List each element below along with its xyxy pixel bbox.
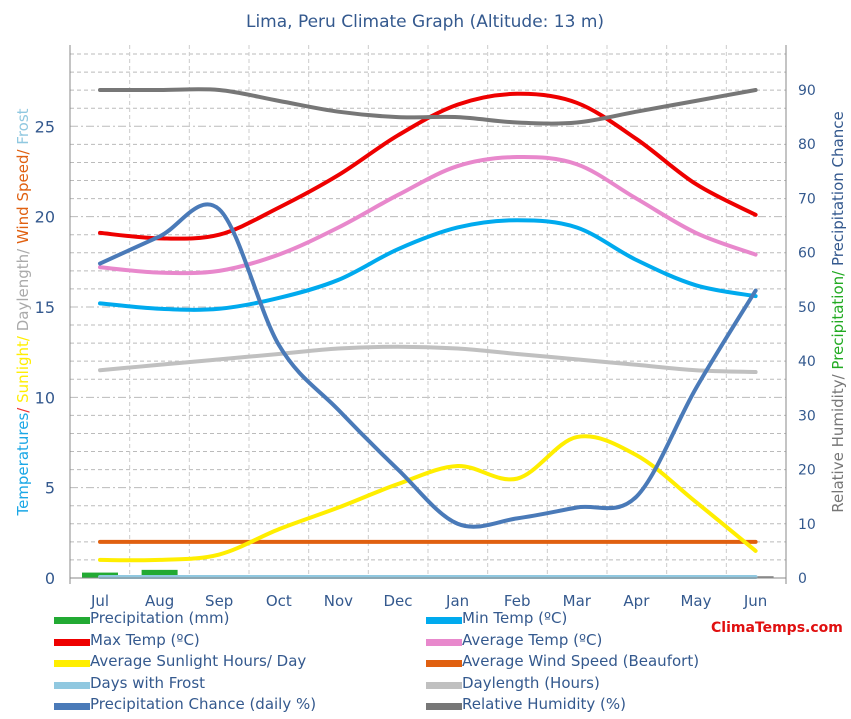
series-line-min-temp-c-	[98, 218, 758, 312]
x-tick-label: Apr	[623, 592, 650, 610]
right-tick-label: 90	[798, 83, 816, 99]
left-tick-label: 25	[35, 117, 55, 136]
x-tick-label: May	[680, 592, 711, 610]
left-axis-label-part: /	[14, 403, 32, 413]
right-tick-label: 80	[798, 137, 816, 153]
legend-label: Average Temp (ºC)	[462, 630, 603, 649]
left-tick-label: 0	[45, 569, 55, 588]
legend-label: Relative Humidity (%)	[462, 695, 626, 713]
series-line-precipitation-chance-daily-	[98, 202, 758, 529]
legend-swatch	[54, 703, 90, 710]
series-line-average-temp-c-	[98, 154, 758, 276]
legend-swatch	[426, 617, 462, 624]
precipitation-bar	[141, 569, 178, 578]
left-tick-label: 5	[45, 479, 55, 498]
legend-swatch	[426, 638, 462, 646]
right-axis-label: Relative Humidity/ Precipitation/ Precip…	[829, 111, 847, 512]
x-tick-label: Sep	[205, 592, 233, 610]
x-tick-label: Dec	[383, 592, 412, 610]
legend-label: Min Temp (ºC)	[462, 609, 568, 627]
right-tick-label: 30	[798, 408, 816, 424]
chart-title: Lima, Peru Climate Graph (Altitude: 13 m…	[246, 12, 604, 32]
x-tick-label: Jul	[90, 592, 109, 610]
legend-label: Precipitation Chance (daily %)	[90, 695, 317, 713]
left-tick-label: 15	[35, 298, 55, 317]
left-axis-label-part: Sunlight/	[14, 331, 32, 403]
legend-swatch	[54, 660, 90, 667]
legend-label: Max Temp (ºC)	[90, 630, 200, 649]
right-tick-label: 40	[798, 354, 816, 370]
x-tick-label: Aug	[145, 592, 174, 610]
right-tick-label: 50	[798, 300, 816, 316]
legend-label: Average Sunlight Hours/ Day	[90, 652, 307, 670]
right-tick-label: 60	[798, 246, 816, 262]
x-tick-label: Jan	[445, 592, 469, 610]
legend-swatch	[426, 703, 462, 710]
legend-swatch	[426, 681, 462, 689]
brand-logo: ClimaTemps.com	[711, 620, 843, 636]
x-tick-label: Feb	[504, 592, 531, 610]
right-axis-label-part: Precipitation Chance	[829, 111, 847, 266]
legend-swatch	[54, 617, 90, 624]
series-line-relative-humidity-	[98, 87, 758, 126]
x-tick-label: Oct	[266, 592, 292, 610]
legend-swatch	[54, 638, 90, 646]
left-axis-label-part: Daylength/	[14, 244, 32, 331]
right-tick-label: 20	[798, 463, 816, 479]
left-axis-label: Temperatures/ Sunlight/ Daylength/ Wind …	[14, 108, 32, 516]
legend-label: Daylength (Hours)	[462, 673, 600, 692]
right-axis-label-part: Precipitation/	[829, 266, 847, 370]
legend-swatch	[426, 660, 462, 667]
left-axis-label-part: Temperatures	[14, 413, 32, 517]
series-line-daylength-hours-	[98, 344, 758, 375]
right-axis-label-part: Relative Humidity/	[829, 370, 847, 513]
legend-swatch	[54, 681, 90, 689]
left-axis-label-part: Wind Speed/	[14, 145, 32, 244]
series-line-average-sunlight-hours-day	[98, 434, 758, 563]
x-tick-label: Nov	[324, 592, 353, 610]
legend-label: Average Wind Speed (Beaufort)	[462, 652, 700, 670]
legend-label: Precipitation (mm)	[90, 609, 230, 627]
left-axis-label-part: Frost	[14, 108, 32, 144]
right-tick-label: 0	[798, 571, 807, 587]
right-tick-label: 70	[798, 191, 816, 207]
x-tick-label: Jun	[743, 592, 767, 610]
left-tick-label: 10	[35, 388, 55, 407]
right-tick-label: 10	[798, 517, 816, 533]
left-tick-label: 20	[35, 208, 55, 227]
x-tick-label: Mar	[563, 592, 592, 610]
legend-label: Days with Frost	[90, 673, 206, 692]
